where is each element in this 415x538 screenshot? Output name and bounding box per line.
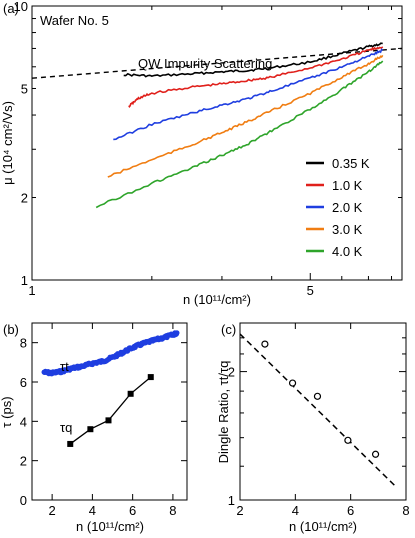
panel-b-series-label-tau-q: τq: [60, 420, 72, 435]
panel-b-series: [41, 330, 180, 447]
panel-b-tau-q-line: [69, 376, 152, 445]
panel-a-legend: 0.35 K 1.0 K 2.0 K 3.0 K 4.0 K: [306, 156, 370, 259]
panel-c-x-tick-label: 4: [292, 503, 299, 518]
panel-a-legend-label: 1.0 K: [332, 178, 363, 193]
panel-c-frame: [239, 322, 407, 501]
panel-c-xlabel: n (10¹¹/cm²): [289, 519, 357, 534]
panel-a-y-tick-label: 1: [21, 273, 28, 288]
panel-b-x-tick-label: 8: [169, 503, 176, 518]
panel-b-x-tick-label: 6: [129, 503, 136, 518]
panel-a-legend-label: 2.0 K: [332, 200, 363, 215]
panel-b-y-tick-label: 8: [20, 336, 27, 351]
panel-a-legend-label: 3.0 K: [332, 222, 363, 237]
panel-c-label: (c): [221, 322, 236, 337]
panel-a-series: [95, 42, 384, 209]
panel-b-tau-q-point: [127, 390, 134, 397]
panel-a-x-tick-label: 1: [28, 283, 35, 298]
panel-b: (b) 2 4 6 8 0 2 4 6 8 τt τq n (10¹¹/cm²) τ (ps): [0, 322, 188, 534]
panel-a-reference-label: QW Impurity Scattering: [138, 56, 272, 71]
panel-c-x-tick-label: 2: [236, 503, 243, 518]
panel-c-data-point: [371, 450, 380, 458]
panel-b-x-tick-label: 4: [89, 503, 96, 518]
panel-b-ylabel: τ (ps): [0, 396, 14, 427]
panel-b-tau-q-point: [67, 440, 74, 447]
panel-a-annotation: Wafer No. 5: [40, 13, 109, 28]
panel-b-label: (b): [3, 322, 19, 337]
panel-c-x-tick-label: 6: [347, 503, 354, 518]
panel-a-xlabel: n (10¹¹/cm²): [183, 292, 251, 307]
panel-b-tau-t-point: [174, 330, 180, 336]
panel-c: (c) 2 4 6 812 n (10¹¹/cm²) Dingle Ratio, τt…: [216, 322, 410, 534]
panel-b-tau-q-point: [105, 417, 112, 424]
panel-b-y-tick-label: 0: [20, 493, 27, 508]
panel-a-ticks: 1 5 1 2 5 10: [14, 0, 402, 298]
panel-b-frame: [31, 322, 188, 501]
panel-a-ylabel: μ (10⁴ cm²/Vs): [0, 101, 15, 185]
panel-b-ticks: 2 4 6 8 0 2 4 6 8: [20, 323, 187, 518]
panel-b-y-tick-label: 2: [20, 454, 27, 469]
panel-b-xlabel: n (10¹¹/cm²): [76, 519, 144, 534]
panel-b-y-tick-label: 4: [20, 414, 27, 429]
panel-c-dashed-fit-line: [239, 333, 396, 487]
panel-b-tau-q-point: [147, 374, 154, 381]
panel-c-y-tick-label: 1: [228, 493, 235, 508]
panel-a-series-line: [107, 54, 384, 178]
panel-b-series-label-tau-t: τt: [60, 359, 69, 374]
panel-a-y-tick-label: 10: [14, 0, 28, 14]
panel-c-x-tick-label: 8: [402, 503, 409, 518]
panel-c-ticks: 2 4 6 812: [228, 323, 410, 518]
panel-c-y-tick-label: 2: [228, 365, 235, 380]
panel-a-legend-label: 0.35 K: [332, 156, 370, 171]
panel-a-series-line: [123, 42, 383, 78]
panel-a-frame: [31, 5, 403, 281]
panel-a-series-line: [128, 46, 384, 108]
panel-a-y-tick-label: 2: [21, 191, 28, 206]
panel-a-legend-label: 4.0 K: [332, 244, 363, 259]
panel-b-tau-q-point: [87, 426, 94, 433]
panel-a-label: (a): [3, 1, 19, 16]
panel-a-series-line: [113, 48, 384, 141]
panel-c-data-point: [313, 392, 322, 400]
panel-c-fit-line: [239, 333, 396, 487]
panel-a-series-line: [95, 60, 384, 209]
panel-a-x-tick-label: 5: [307, 283, 314, 298]
panel-c-data-point: [344, 436, 352, 444]
panel-c-ylabel: Dingle Ratio, τt/τq: [216, 361, 231, 464]
panel-c-series: [261, 340, 380, 458]
panel-a: (a) Wafer No. 5 QW Impurity Scattering 1…: [0, 0, 403, 307]
panel-c-data-point: [288, 379, 297, 387]
panel-a-y-tick-label: 5: [21, 81, 28, 96]
panel-b-y-tick-label: 6: [20, 375, 27, 390]
panel-b-x-tick-label: 2: [49, 503, 56, 518]
panel-c-data-point: [261, 340, 269, 348]
